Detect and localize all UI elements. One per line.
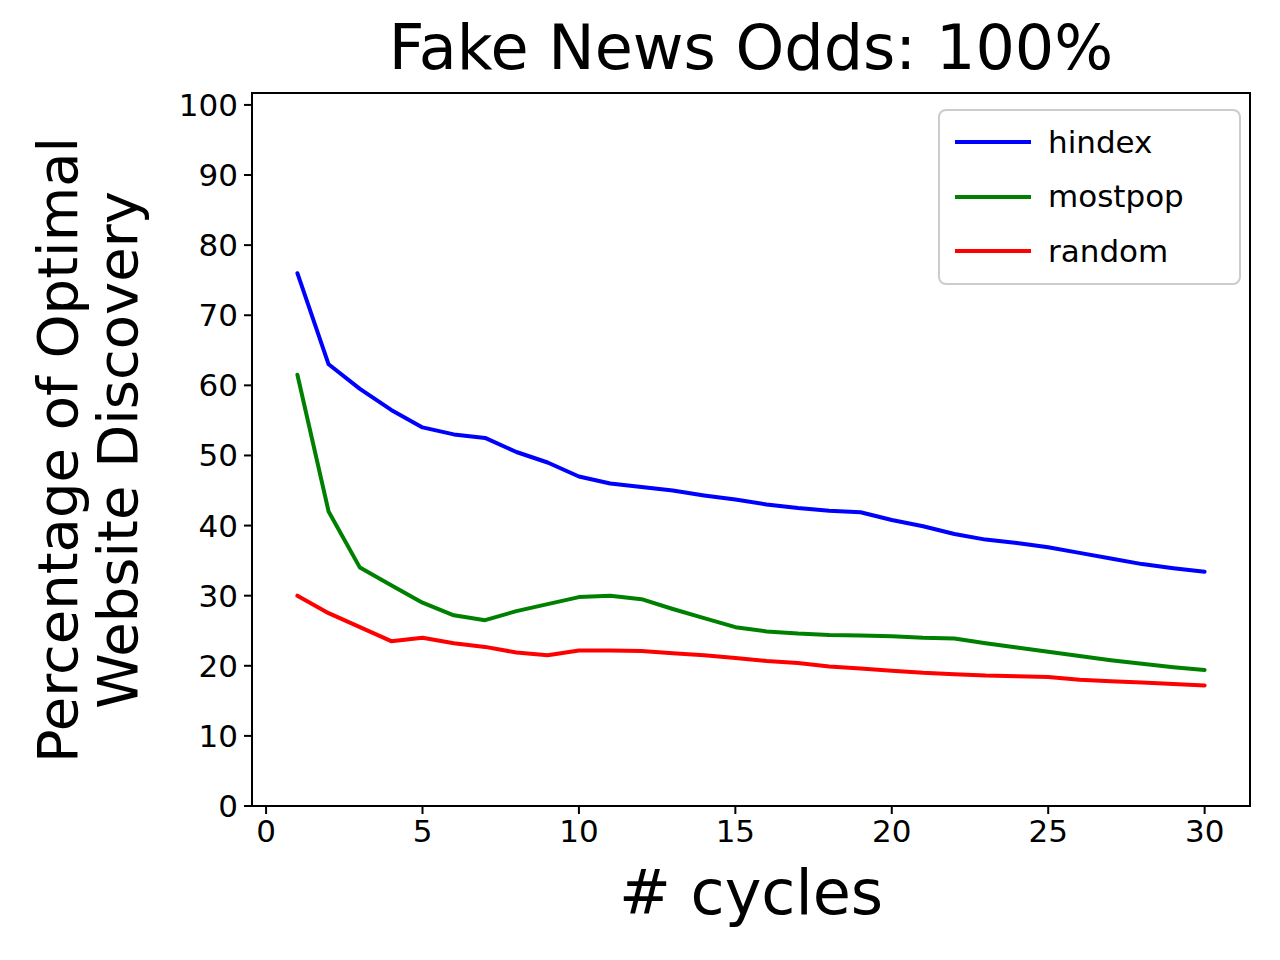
legend-item-hindex: hindex <box>940 115 1239 170</box>
legend-label-random: random <box>1048 236 1168 267</box>
x-tick-label: 10 <box>559 813 598 849</box>
y-axis-label-text: Percentage of Optimal Website Discovery <box>28 137 148 763</box>
y-tick-label: 10 <box>199 718 238 754</box>
y-tick-label: 80 <box>199 227 238 263</box>
y-tick-label: 30 <box>199 578 238 614</box>
y-tick-label: 40 <box>199 508 238 544</box>
legend: hindex mostpop random <box>938 109 1241 285</box>
hindex-line-swatch <box>955 140 1031 144</box>
y-tick-label: 60 <box>199 367 238 403</box>
x-tick-label: 20 <box>872 813 911 849</box>
mostpop-line-swatch <box>955 195 1031 199</box>
legend-label-hindex: hindex <box>1048 127 1152 158</box>
x-tick-label: 30 <box>1185 813 1224 849</box>
y-axis-label-line-1: Percentage of Optimal <box>28 137 88 763</box>
legend-item-random: random <box>940 224 1239 279</box>
chart-title: Fake News Odds: 100% <box>252 10 1250 86</box>
y-axis-label-line-2: Website Discovery <box>88 137 148 763</box>
y-tick-label: 100 <box>179 87 238 123</box>
y-tick-label: 90 <box>199 157 238 193</box>
series-line-hindex <box>297 273 1204 572</box>
legend-label-mostpop: mostpop <box>1048 181 1184 212</box>
figure: 0 5 10 15 20 25 30 0 10 20 30 40 50 60 70 80 90 100 Fake … <box>0 0 1280 960</box>
legend-item-mostpop: mostpop <box>940 170 1239 225</box>
x-tick-label: 0 <box>256 813 276 849</box>
x-tick-label: 15 <box>716 813 755 849</box>
y-tick-label: 70 <box>199 297 238 333</box>
x-tick-label: 25 <box>1028 813 1067 849</box>
x-axis-label: # cycles <box>252 858 1250 928</box>
y-tick-label: 20 <box>199 648 238 684</box>
y-tick-label: 50 <box>199 437 238 473</box>
x-tick-label: 5 <box>413 813 433 849</box>
y-tick-label: 0 <box>218 788 238 824</box>
series-line-mostpop <box>297 375 1204 670</box>
random-line-swatch <box>955 249 1031 253</box>
